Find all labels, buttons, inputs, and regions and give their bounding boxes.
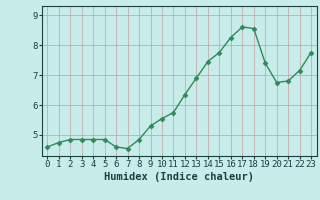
X-axis label: Humidex (Indice chaleur): Humidex (Indice chaleur) [104, 172, 254, 182]
